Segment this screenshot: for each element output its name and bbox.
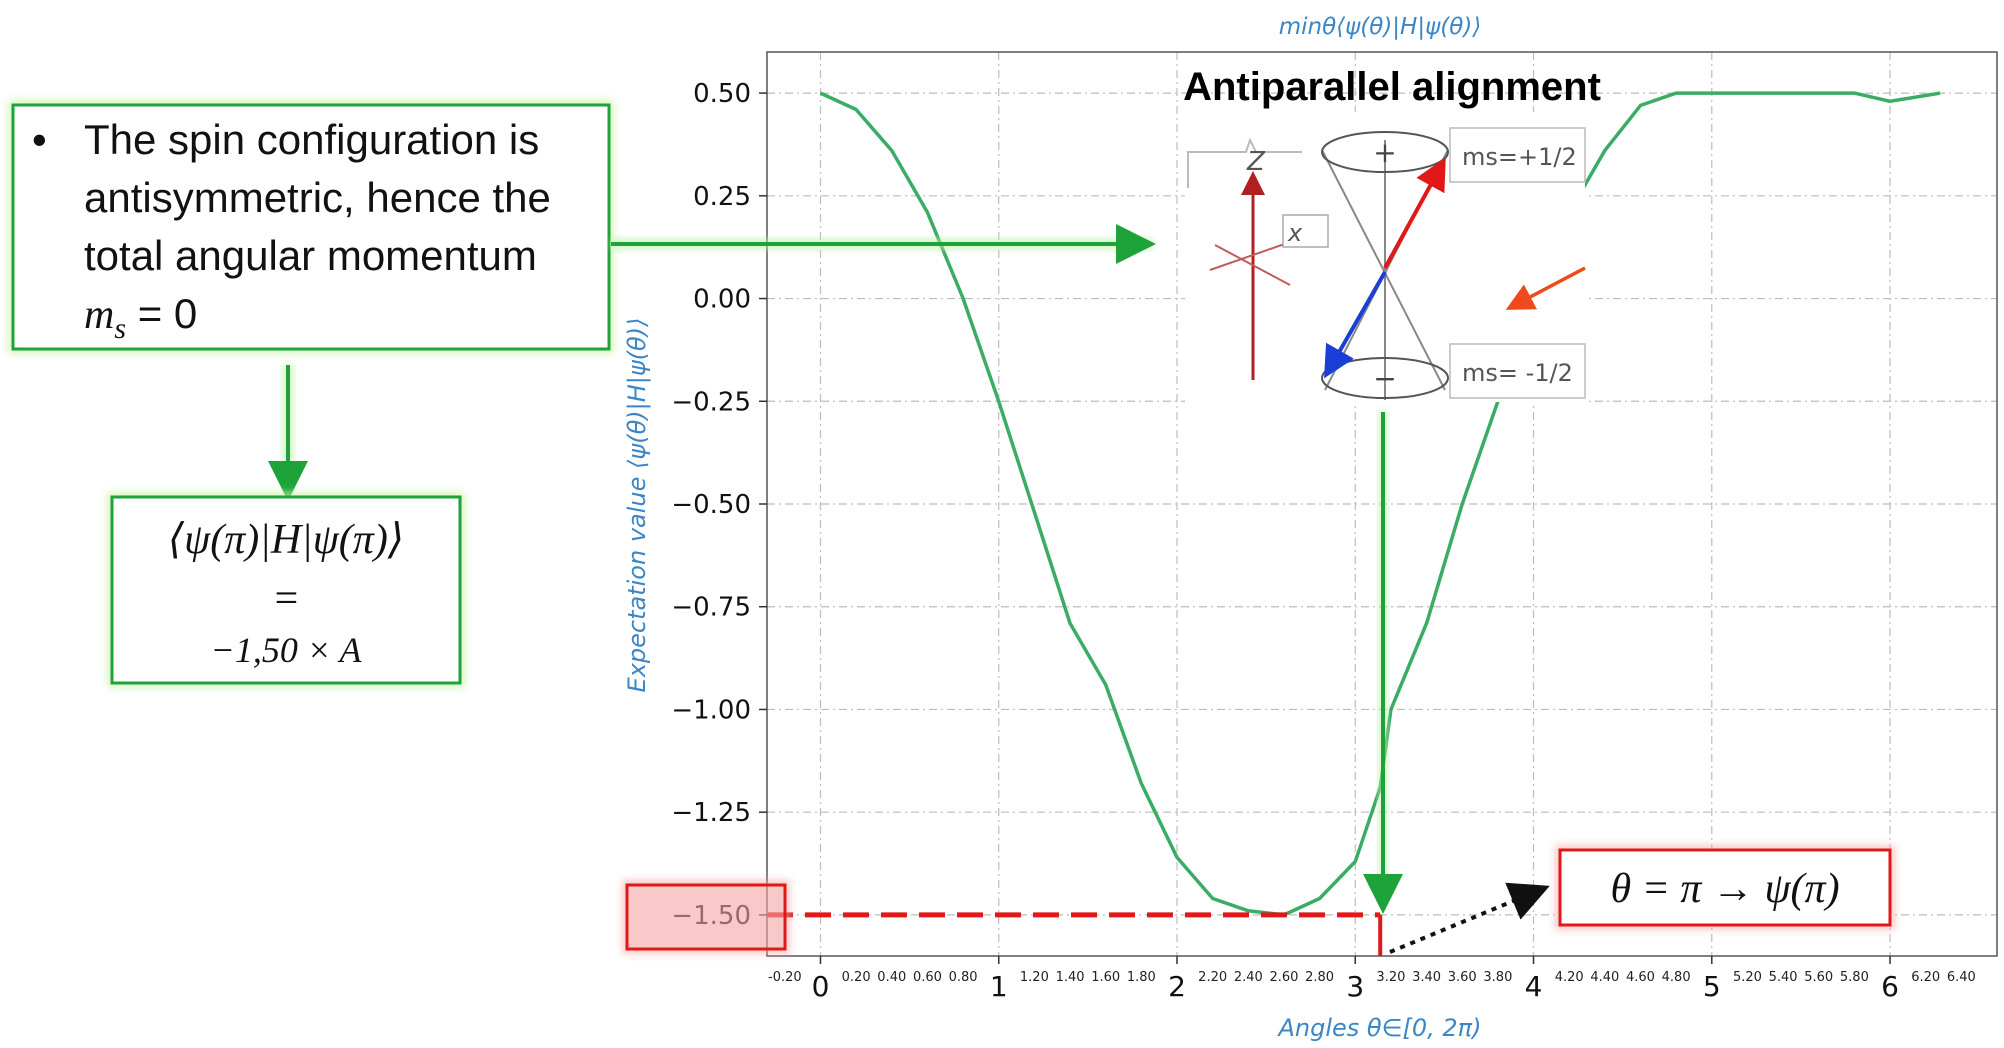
x-minor-tick-label: 1.40 [1056,970,1085,985]
x-minor-tick-label: 5.20 [1733,970,1762,985]
spin-callout-ms: ms = 0 [84,290,197,345]
x-tick-label: 3 [1346,970,1364,1003]
x-minor-tick-label: 1.60 [1091,970,1120,985]
spin-callout-bullet: • [32,116,47,163]
ms-up-label: ms=+1/2 [1462,143,1577,171]
spin-callout-line-1: The spin configuration is [84,116,539,163]
x-axis-label: Angles θ∈[0, 2π) [1277,1014,1482,1042]
x-minor-tick-label: 0.60 [913,970,942,985]
x-minor-tick-label: 3.80 [1483,970,1512,985]
y-minimum-highlight-box [625,883,787,951]
spin-cone-diagram: Z x + − ms=+1/2 ms= -1/2 [1185,112,1586,402]
lower-precession-circle [1321,357,1449,399]
x-tick-label: 5 [1703,970,1721,1003]
x-axis-line [1209,239,1297,271]
x-axis-label: x [1287,219,1303,247]
y-tick-label: −0.75 [671,593,751,623]
upper-precession-circle [1321,131,1449,173]
x-minor-tick-label: 0.80 [949,970,978,985]
x-minor-tick-label: 2.80 [1305,970,1334,985]
x-minor-tick-label: 6.40 [1947,970,1976,985]
x-minor-tick-label: 1.20 [1020,970,1049,985]
chart-title: minθ⟨ψ(θ)|H|ψ(θ)⟩ [1279,14,1482,40]
spin-callout-box [11,103,611,351]
y-axis-label: Expectation value ⟨ψ(θ)|H|ψ(θ)⟩ [623,318,651,693]
y-tick-label: 0.50 [693,79,751,109]
small-orange-arrow [1505,266,1586,310]
lower-minus-sign: − [1373,362,1396,395]
x-minor-tick-label: 3.60 [1448,970,1477,985]
x-tick-label: 6 [1881,970,1899,1003]
cone-diagram-frame [1187,137,1302,188]
cone-line-left [1321,149,1446,391]
ms-value: = 0 [126,290,197,337]
y-axis-line [1214,244,1291,286]
spin-up-arrow [1383,157,1446,269]
x-minor-tick-label: 3.20 [1376,970,1405,985]
theta-box-text: θ = π → ψ(π) [1610,866,1839,912]
upper-plus-sign: + [1373,136,1396,169]
x-axis-ticks: 0 1 2 3 4 5 6 -0.20 0.20 0.40 0.60 0.80 1.20 1.40 1.60… [768,956,1976,1003]
x-minor-tick-label: 2.20 [1198,970,1227,985]
spin-down-arrow [1324,271,1387,379]
x-minor-tick-label: 5.60 [1804,970,1833,985]
y-tick-label: 0.25 [693,182,751,212]
x-minor-tick-label: 6.20 [1911,970,1940,985]
x-minor-tick-label: 5.80 [1840,970,1869,985]
x-minor-tick-label: 3.40 [1412,970,1441,985]
expectation-line-2: = [272,576,300,622]
expectation-line-3: −1,50 × A [211,630,363,670]
y-axis-ticks: 0.500.250.00−0.25−0.50−0.75−1.00−1.25−1.… [671,79,767,931]
x-minor-tick-label: 1.80 [1127,970,1156,985]
expectation-line-1: ⟨ψ(π)|H|ψ(π)⟩ [168,517,404,563]
y-tick-label: −1.25 [671,798,751,828]
x-tick-label: 0 [812,970,830,1003]
x-minor-tick-label: 0.40 [877,970,906,985]
y-tick-label: −1.00 [671,695,751,725]
x-label-box [1282,214,1329,248]
expectation-box [110,495,462,685]
y-minimum-highlight-glow [622,880,790,954]
dotted-arrow-to-theta [1389,882,1550,954]
x-tick-label: 4 [1525,970,1543,1003]
alignment-title: Antiparallel alignment [1183,65,1601,109]
x-minor-tick-label: 2.40 [1234,970,1263,985]
x-minor-tick-label: 5.40 [1769,970,1798,985]
x-tick-label: 2 [1168,970,1186,1003]
x-minor-tick-label: 4.40 [1590,970,1619,985]
y-tick-label: 0.00 [693,285,751,315]
theta-box [1558,848,1892,927]
x-minor-tick-label: 4.80 [1662,970,1691,985]
spin-callout-line-2: antisymmetric, hence the [84,174,551,221]
ms-down-label-box [1449,343,1586,399]
ms-down-label: ms= -1/2 [1462,359,1573,387]
y-tick-label: −0.25 [671,387,751,417]
ms-subscript: s [114,312,126,345]
y-tick-label: −0.50 [671,490,751,520]
x-minor-tick-label: 2.60 [1269,970,1298,985]
x-minor-tick-label: 4.20 [1555,970,1584,985]
x-tick-label: 1 [990,970,1008,1003]
x-minor-tick-label: -0.20 [768,970,802,985]
ms-symbol: m [84,292,114,338]
ms-up-label-box [1449,127,1586,183]
spin-callout-line-3: total angular momentum [84,232,537,279]
x-minor-tick-label: 4.60 [1626,970,1655,985]
x-minor-tick-label: 0.20 [842,970,871,985]
z-axis-label: Z [1246,147,1266,177]
